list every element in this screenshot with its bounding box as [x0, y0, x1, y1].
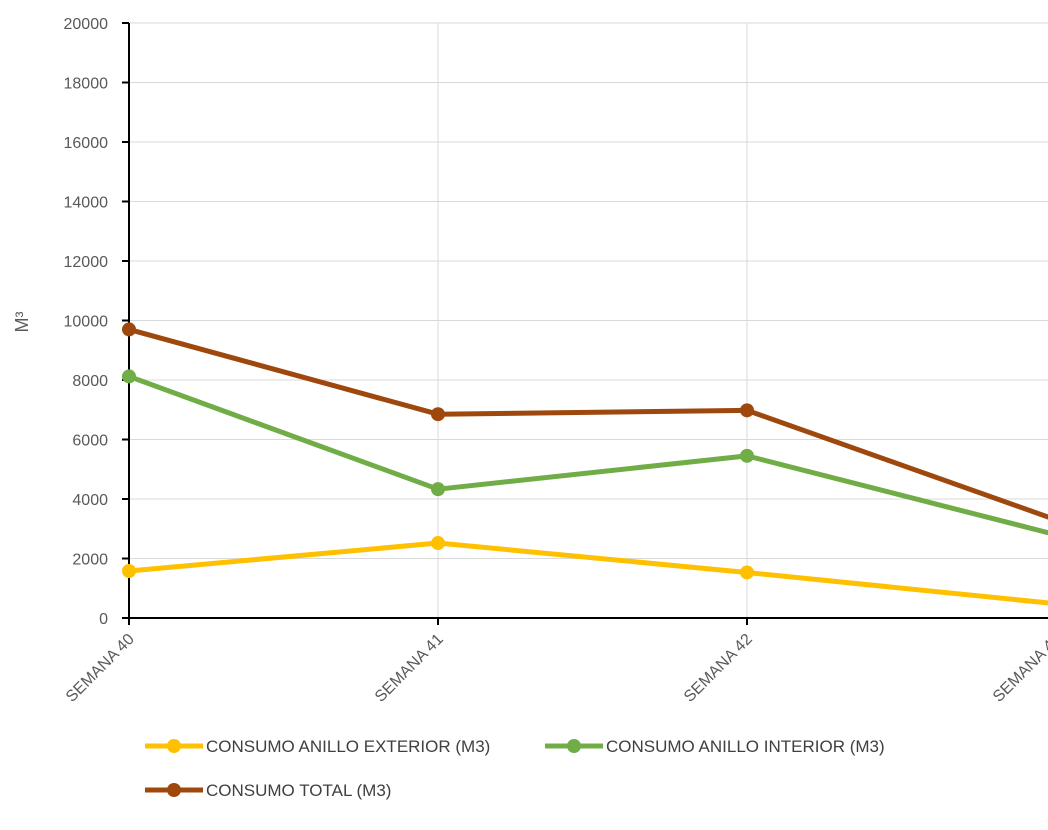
y-tick-label: 10000 [64, 314, 109, 331]
data-point [122, 563, 136, 578]
data-point [431, 407, 445, 422]
x-tick-label: SEMANA 40 [63, 631, 138, 706]
x-tick-label: SEMANA 43 [990, 631, 1048, 706]
data-point [740, 565, 754, 580]
series-line [128, 540, 1048, 606]
series-layer [122, 322, 1048, 606]
data-point [431, 536, 445, 551]
legend-label: CONSUMO ANILLO EXTERIOR (M3) [206, 737, 490, 756]
x-tick-label: SEMANA 42 [681, 631, 756, 706]
y-tick-label: 2000 [72, 552, 108, 569]
data-point [740, 448, 754, 463]
y-tick-label: 18000 [64, 76, 109, 93]
series-1 [122, 536, 1048, 606]
data-point [122, 322, 136, 337]
x-axis-ticks: SEMANA 40 SEMANA 41 SEMANA 42 SEMANA 43 [63, 618, 1048, 706]
y-axis-title: M³ [12, 312, 32, 333]
data-point [122, 369, 136, 384]
data-point [431, 482, 445, 497]
legend-label: CONSUMO ANILLO INTERIOR (M3) [606, 737, 885, 756]
y-tick-label: 16000 [64, 135, 109, 152]
series-3 [122, 322, 1048, 520]
series-line [128, 327, 1048, 520]
y-tick-label: 0 [99, 611, 108, 628]
legend-entry: CONSUMO ANILLO INTERIOR (M3) [545, 737, 885, 756]
legend-swatch-marker [167, 739, 181, 753]
y-tick-label: 8000 [72, 373, 108, 390]
legend-label: CONSUMO TOTAL (M3) [206, 781, 391, 800]
y-tick-label: 6000 [72, 433, 108, 450]
legend-entry: CONSUMO TOTAL (M3) [145, 781, 391, 800]
legend-swatch-marker [167, 783, 181, 797]
y-tick-label: 12000 [64, 254, 109, 271]
x-tick-label: SEMANA 41 [372, 631, 447, 706]
legend-entry: CONSUMO ANILLO EXTERIOR (M3) [145, 737, 490, 756]
y-tick-label: 4000 [72, 492, 108, 509]
legend-swatch-marker [567, 739, 581, 753]
y-axis-ticks: 0 2000 4000 6000 8000 10000 12000 14000 16000 180… [64, 16, 129, 628]
series-line [128, 374, 1048, 536]
legend: CONSUMO ANILLO EXTERIOR (M3) CONSUMO ANIL… [145, 737, 885, 800]
y-tick-label: 14000 [64, 195, 109, 212]
series-2 [122, 369, 1048, 536]
y-tick-label: 20000 [64, 16, 109, 33]
gridlines [129, 22, 1048, 618]
data-point [740, 403, 754, 418]
